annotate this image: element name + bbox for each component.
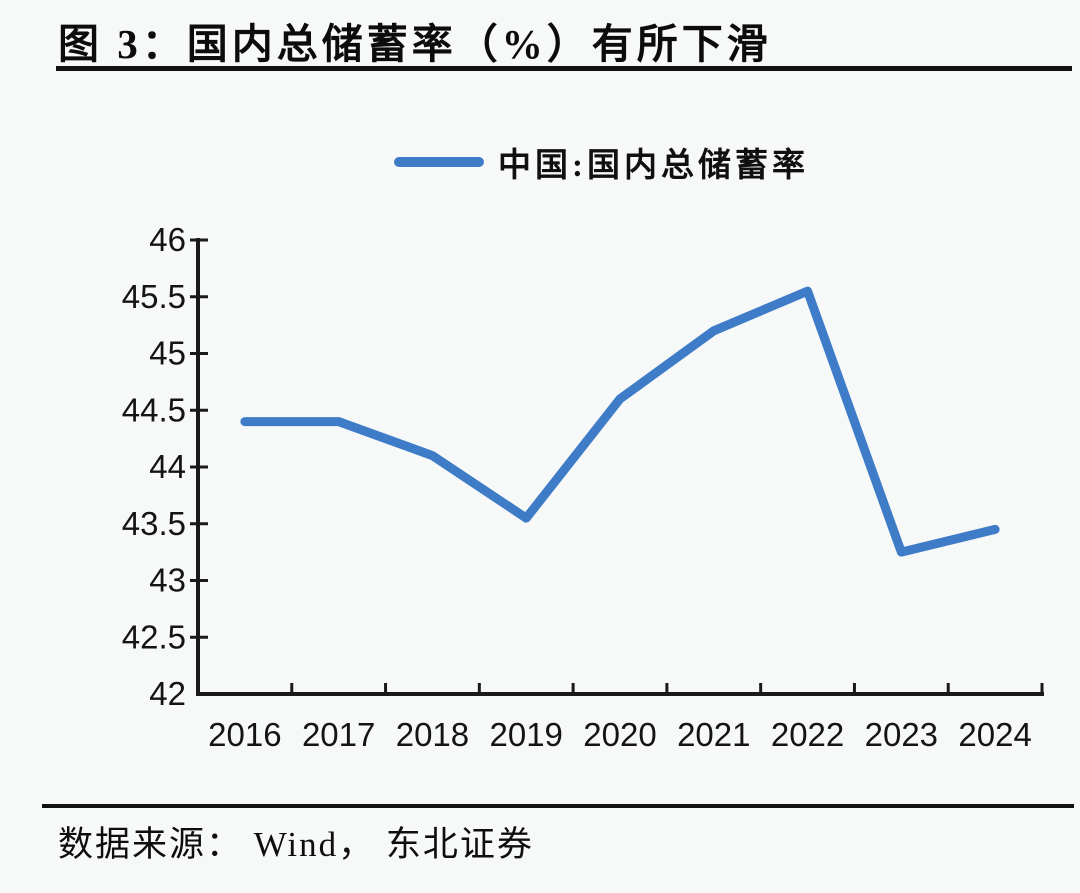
x-tick-label: 2023 — [865, 716, 938, 753]
title-underline — [56, 66, 1072, 71]
x-tick-label: 2021 — [677, 716, 750, 753]
legend: 中国:国内总储蓄率 — [394, 142, 809, 184]
y-tick-label: 42 — [149, 675, 186, 712]
legend-line-swatch — [394, 157, 484, 167]
data-source: 数据来源： Wind， 东北证券 — [58, 825, 534, 864]
figure-title: 图 3：国内总储蓄率（%）有所下滑 — [58, 21, 772, 67]
x-tick-label: 2016 — [208, 716, 281, 753]
y-tick-label: 43.5 — [122, 505, 186, 542]
y-tick-label: 43 — [149, 562, 186, 599]
y-tick-label: 44.5 — [122, 391, 186, 428]
x-tick-label: 2018 — [396, 716, 469, 753]
x-tick-label: 2019 — [490, 716, 563, 753]
y-tick-label: 45.5 — [122, 278, 186, 315]
savings-rate-line — [240, 286, 1000, 557]
y-tick-label: 42.5 — [122, 618, 186, 655]
x-tick-label: 2024 — [958, 716, 1031, 753]
x-tick-label: 2017 — [302, 716, 375, 753]
x-tick-label: 2022 — [771, 716, 844, 753]
legend-label: 中国:国内总储蓄率 — [498, 148, 809, 184]
y-tick-label: 44 — [149, 448, 186, 485]
y-tick-label: 45 — [149, 335, 186, 372]
x-tick-label: 2020 — [583, 716, 656, 753]
source-divider — [42, 804, 1074, 808]
y-tick-label: 46 — [149, 221, 186, 258]
